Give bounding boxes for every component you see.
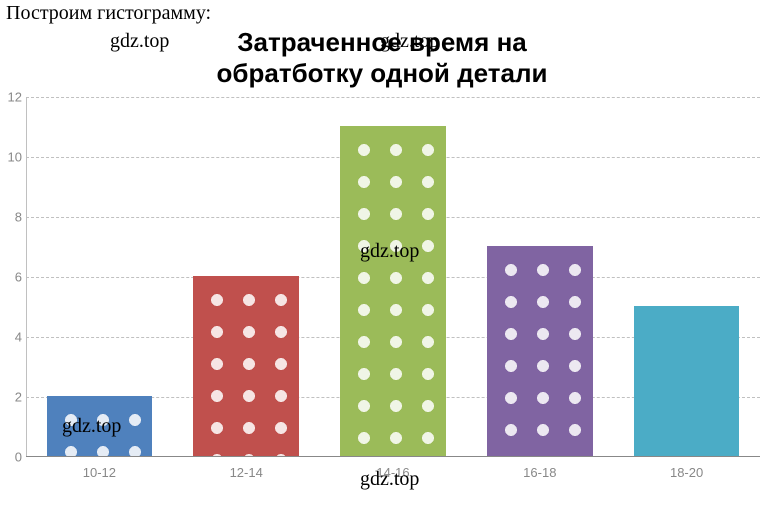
plot <box>26 97 760 457</box>
bar <box>47 396 153 456</box>
bar <box>634 306 740 456</box>
y-tick-label: 2 <box>15 390 22 405</box>
bar-dots-overlay <box>193 276 299 456</box>
y-tick-label: 6 <box>15 270 22 285</box>
x-axis: 10-12 12-14 14-16 16-18 18-20 <box>26 465 760 489</box>
y-tick-label: 12 <box>8 90 22 105</box>
gridline <box>26 97 760 98</box>
y-axis: 024681012 <box>0 97 26 457</box>
bar <box>487 246 593 456</box>
x-tick-label: 12-14 <box>230 465 263 480</box>
chart-title-line1: Затраченное время на <box>0 27 764 58</box>
x-tick-label: 10-12 <box>83 465 116 480</box>
bar-dots-overlay <box>487 246 593 456</box>
y-tick-label: 10 <box>8 150 22 165</box>
x-tick-label: 16-18 <box>523 465 556 480</box>
y-tick-label: 4 <box>15 330 22 345</box>
bar-dots-overlay <box>340 126 446 456</box>
chart-title-line2: обратботку одной детали <box>0 58 764 89</box>
y-tick-label: 8 <box>15 210 22 225</box>
bar <box>193 276 299 456</box>
bar <box>340 126 446 456</box>
chart-title: Затраченное время на обратботку одной де… <box>0 27 764 89</box>
y-tick-label: 0 <box>15 450 22 465</box>
bar-dots-overlay <box>47 396 153 456</box>
chart-area: 024681012 10-1212-1414-1616-1818-20 <box>0 97 760 497</box>
x-tick-label: 14-16 <box>376 465 409 480</box>
x-tick-label: 18-20 <box>670 465 703 480</box>
caption: Построим гистограмму: <box>0 0 764 25</box>
